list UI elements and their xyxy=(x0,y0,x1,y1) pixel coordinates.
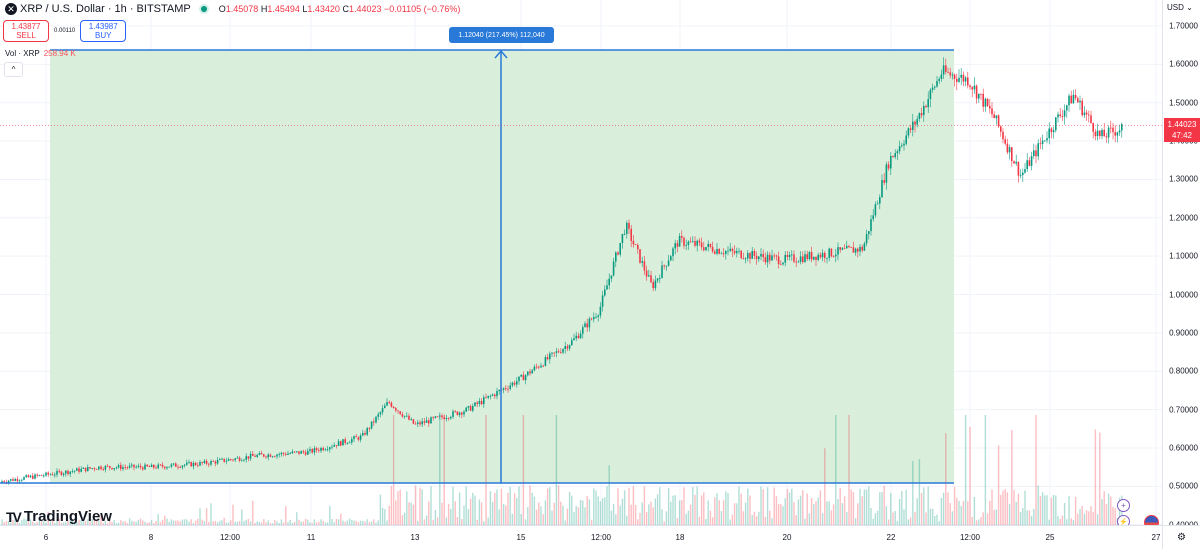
time-tick: 11 xyxy=(306,533,316,542)
time-tick: 12:00 xyxy=(959,533,981,542)
time-tick: 6 xyxy=(43,533,49,542)
market-open-status-icon xyxy=(200,6,207,12)
time-tick: 12:00 xyxy=(590,533,612,542)
price-tick: 0.60000 xyxy=(1169,443,1198,453)
tradingview-logo[interactable]: TV TradingView xyxy=(6,508,112,525)
price-tick: 1.70000 xyxy=(1169,21,1198,31)
time-tick: 12:00 xyxy=(219,533,241,542)
price-tick: 1.30000 xyxy=(1169,174,1198,184)
sell-button[interactable]: 1.43877 SELL xyxy=(3,20,49,42)
plus-icon: + xyxy=(1121,501,1126,510)
time-tick: 18 xyxy=(675,533,685,542)
price-change: −0.01105 (−0.76%) xyxy=(384,4,461,14)
time-tick: 27 xyxy=(1151,533,1161,542)
axis-settings-corner[interactable]: ⚙ xyxy=(1162,525,1200,549)
ohlc-values: O1.45078 H1.45494 L1.43420 C1.44023 −0.0… xyxy=(218,4,461,14)
price-tick: 0.80000 xyxy=(1169,366,1198,376)
chart-plot-area[interactable] xyxy=(0,0,1162,526)
chevron-up-icon: ^ xyxy=(11,65,16,74)
add-indicator-button[interactable]: + xyxy=(1117,499,1130,512)
spread-value: 0.00110 xyxy=(54,28,76,34)
price-tick: 0.70000 xyxy=(1169,405,1198,415)
price-tick: 0.90000 xyxy=(1169,328,1198,338)
time-tick: 8 xyxy=(148,533,154,542)
measure-tool-label[interactable]: 1.12040 (217.45%) 112,040 xyxy=(449,27,554,43)
buy-button[interactable]: 1.43987 BUY xyxy=(80,20,127,42)
last-price-label: 1.44023 47:42 xyxy=(1164,118,1200,142)
time-tick: 22 xyxy=(886,533,896,542)
time-tick: 15 xyxy=(516,533,526,542)
price-tick: 0.50000 xyxy=(1169,481,1198,491)
tradingview-mark-icon: TV xyxy=(6,508,22,525)
price-tick: 0.40000 xyxy=(1169,520,1198,529)
time-tick: 25 xyxy=(1045,533,1055,542)
xrp-symbol-icon: ✕ xyxy=(5,3,17,15)
trade-buttons: 1.43877 SELL 0.00110 1.43987 BUY xyxy=(3,20,127,42)
price-tick: 1.60000 xyxy=(1169,59,1198,69)
price-tick: 1.10000 xyxy=(1169,251,1198,261)
price-tick: 1.00000 xyxy=(1169,290,1198,300)
currency-selector[interactable]: USD ⌄ xyxy=(1167,3,1193,12)
bar-countdown: 47:42 xyxy=(1171,131,1193,140)
collapse-legend-button[interactable]: ^ xyxy=(4,62,23,77)
time-tick: 20 xyxy=(782,533,792,542)
symbol-title[interactable]: XRP / U.S. Dollar · 1h · BITSTAMP xyxy=(20,3,191,15)
candlestick-chart[interactable] xyxy=(0,0,1162,526)
price-tick: 1.50000 xyxy=(1169,98,1198,108)
symbol-header: ✕ XRP / U.S. Dollar · 1h · BITSTAMP O1.4… xyxy=(5,3,460,15)
price-tick: 1.20000 xyxy=(1169,213,1198,223)
volume-legend[interactable]: Vol · XRP 258.94 K xyxy=(5,49,76,58)
price-axis[interactable]: USD ⌄ 1.700001.600001.500001.400001.3000… xyxy=(1162,0,1200,548)
time-tick: 13 xyxy=(410,533,420,542)
time-axis[interactable]: 6 8 12:00 11 13 15 12:00 18 20 22 12:00 25 27 xyxy=(0,525,1162,549)
lightning-icon: ⚡ xyxy=(1119,518,1128,526)
gear-icon: ⚙ xyxy=(1177,532,1186,543)
